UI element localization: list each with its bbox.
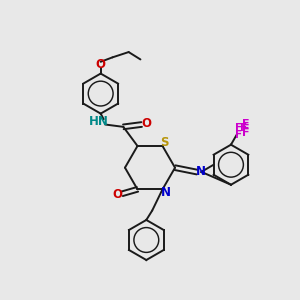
Text: F: F <box>235 130 242 140</box>
Text: O: O <box>141 117 151 130</box>
Text: O: O <box>96 58 106 71</box>
Text: F: F <box>240 123 247 133</box>
Text: S: S <box>160 136 168 149</box>
Text: HN: HN <box>89 115 109 128</box>
Text: O: O <box>112 188 122 201</box>
Text: F: F <box>235 123 242 133</box>
Text: F: F <box>242 124 250 134</box>
Text: F: F <box>242 119 250 129</box>
Text: N: N <box>160 186 170 199</box>
Text: N: N <box>196 165 206 178</box>
Text: F: F <box>242 128 250 138</box>
